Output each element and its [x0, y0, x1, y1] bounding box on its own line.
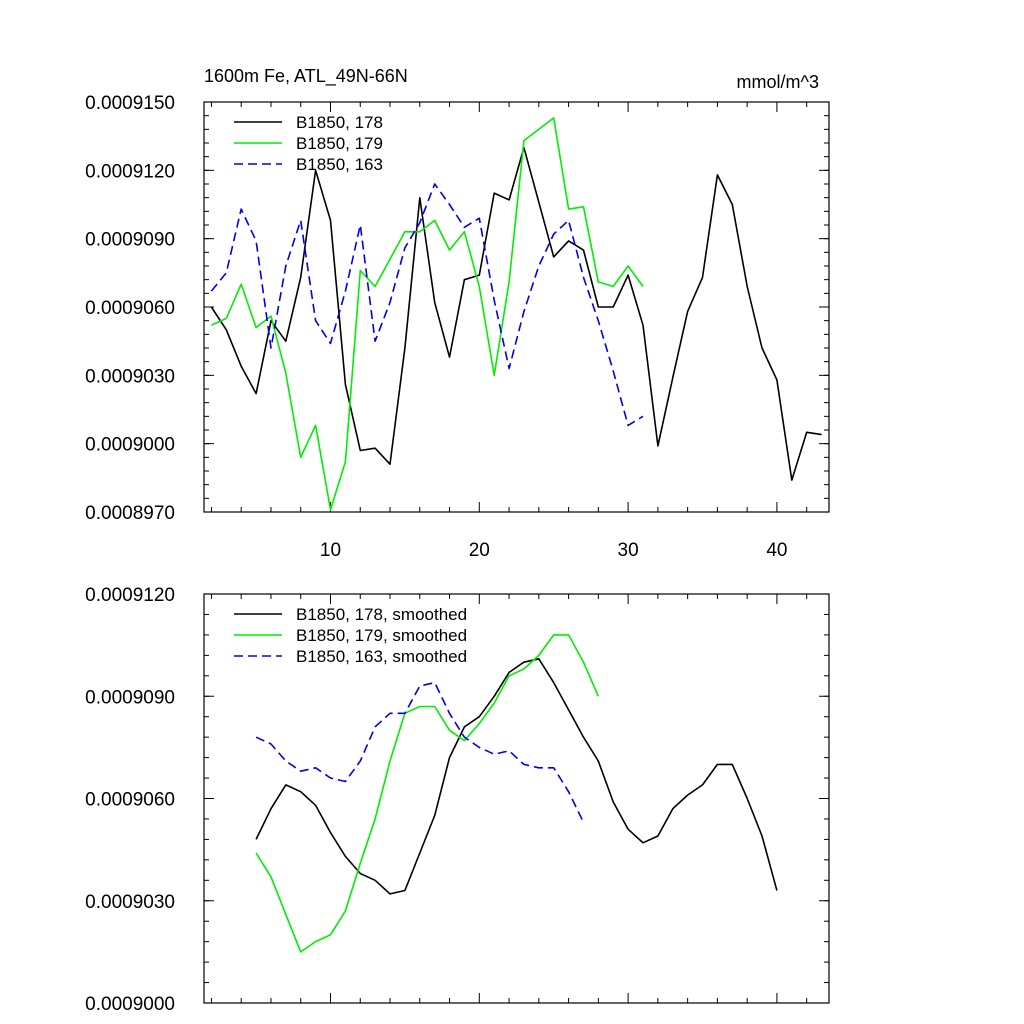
series-line-3	[210, 183, 644, 427]
top-panel: 0.0009150 0.0009120 0.0009090 0.0009060 0.00…	[85, 66, 830, 561]
x-tick-label: 30	[618, 540, 639, 561]
units-label: mmol/m^3	[737, 72, 819, 92]
y-tick-label: 0.0009030	[85, 892, 175, 913]
series-line-2	[255, 634, 600, 953]
series-line-1	[255, 657, 778, 895]
legend-label: B1850, 163	[296, 155, 383, 174]
y-tick-label: 0.0009090	[85, 230, 175, 251]
x-tick-label: 40	[766, 540, 787, 561]
legend-label: B1850, 178	[296, 113, 383, 132]
y-tick-label: 0.0009150	[85, 93, 175, 114]
y-tick-label: 0.0009000	[85, 994, 175, 1015]
x-tick-label: 20	[469, 540, 490, 561]
y-tick-label: 0.0009060	[85, 790, 175, 811]
y-tick-label: 0.0009060	[85, 298, 175, 319]
legend-label: B1850, 178, smoothed	[296, 605, 467, 624]
legend-label: B1850, 179, smoothed	[296, 626, 467, 645]
y-tick-label: 0.0008970	[85, 503, 175, 524]
chart-title: 1600m Fe, ATL_49N-66N	[204, 66, 408, 87]
series-line-3	[255, 681, 585, 823]
legend-label: B1850, 163, smoothed	[296, 647, 467, 666]
y-tick-label: 0.0009120	[85, 585, 175, 606]
y-tick-label: 0.0009120	[85, 161, 175, 182]
series-line-1	[210, 146, 822, 481]
y-tick-label: 0.0009000	[85, 435, 175, 456]
series-line-2	[211, 117, 644, 511]
legend-label: B1850, 179	[296, 134, 383, 153]
x-tick-label: 10	[320, 540, 341, 561]
y-tick-label: 0.0009030	[85, 366, 175, 387]
bottom-panel: 0.0009120 0.0009090 0.0009060 0.0009030 0.00…	[85, 585, 830, 1015]
y-tick-label: 0.0009090	[85, 687, 175, 708]
